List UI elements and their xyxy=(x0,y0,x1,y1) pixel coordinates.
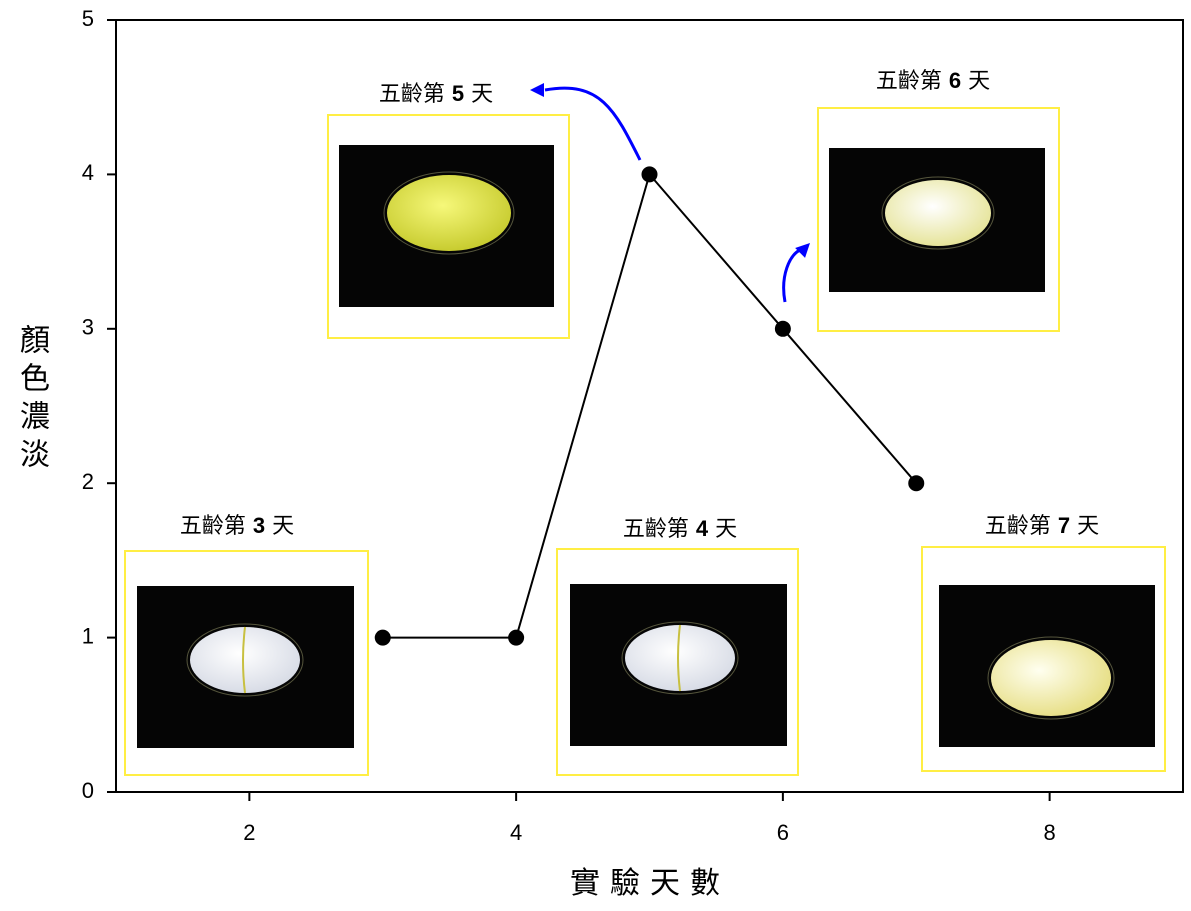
x-tick-label: 4 xyxy=(510,820,522,845)
x-tick-label: 8 xyxy=(1044,820,1056,845)
x-axis-title: 實驗天數 xyxy=(570,866,730,901)
plot-frame xyxy=(115,19,1184,793)
point xyxy=(374,629,391,646)
arrow-head xyxy=(795,243,810,258)
y-tick-label: 4 xyxy=(82,160,94,185)
cocoon-seam xyxy=(677,624,681,692)
photo-frame xyxy=(327,114,570,339)
cocoon xyxy=(881,176,995,250)
arrow-head xyxy=(530,83,544,97)
annotation: 五齡第 6 天 xyxy=(876,68,990,94)
cocoon xyxy=(383,171,515,255)
y-tick-label: 5 xyxy=(82,6,94,31)
y-tick-label: 0 xyxy=(82,778,94,803)
photo-frame xyxy=(817,107,1060,332)
arrow xyxy=(782,248,801,303)
y-axis-title: 顏色濃淡 xyxy=(14,324,50,476)
cocoon-seam xyxy=(242,626,246,694)
y-tick-label: 3 xyxy=(82,315,94,340)
cocoon xyxy=(885,180,991,246)
x-tick-label: 2 xyxy=(243,820,255,845)
photo-frame xyxy=(921,546,1166,772)
y-tick-label: 1 xyxy=(82,623,94,648)
photo-frame xyxy=(556,548,799,776)
cocoon xyxy=(987,636,1115,720)
photo-frame xyxy=(124,550,369,776)
point xyxy=(508,629,525,646)
cocoon xyxy=(625,625,735,691)
cocoon xyxy=(186,623,304,697)
arrow xyxy=(544,86,642,161)
cocoon xyxy=(387,175,511,251)
x-tick-label: 6 xyxy=(777,820,789,845)
y-tick-label: 2 xyxy=(82,469,94,494)
cocoon xyxy=(991,640,1111,716)
cocoon xyxy=(190,627,300,693)
point xyxy=(641,166,658,183)
annotation: 五齡第 4 天 xyxy=(623,516,737,542)
cocoon xyxy=(621,621,739,695)
point xyxy=(774,320,791,337)
point xyxy=(908,475,925,492)
annotation: 五齡第 7 天 xyxy=(985,513,1099,539)
annotation: 五齡第 5 天 xyxy=(379,81,493,107)
annotation: 五齡第 3 天 xyxy=(180,513,294,539)
